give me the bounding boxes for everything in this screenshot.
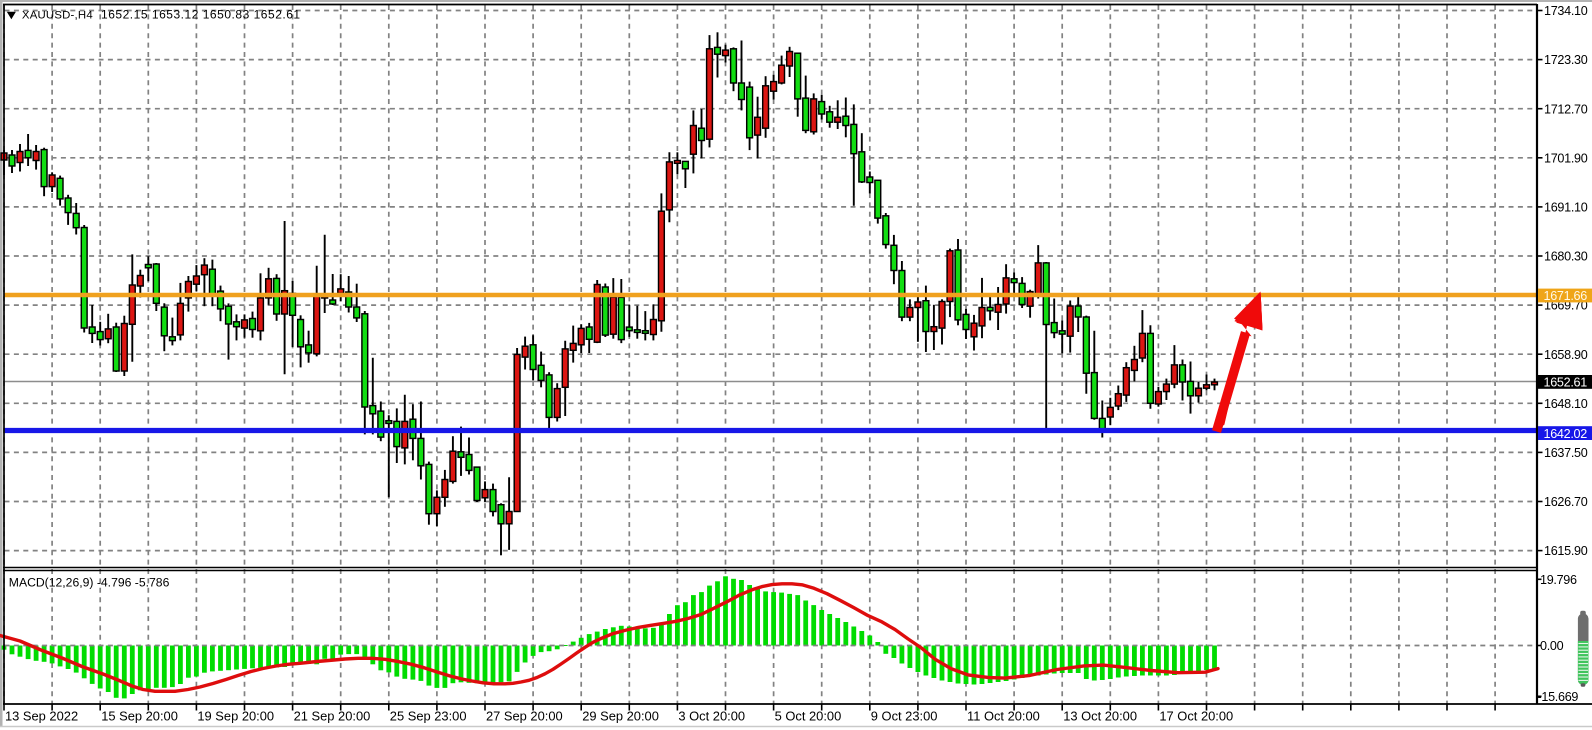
svg-text:-15.669: -15.669	[1538, 690, 1579, 704]
svg-text:25 Sep 23:00: 25 Sep 23:00	[390, 709, 467, 724]
svg-text:1637.50: 1637.50	[1544, 446, 1588, 460]
svg-text:19.796: 19.796	[1540, 573, 1577, 587]
svg-text:1680.30: 1680.30	[1544, 250, 1588, 264]
svg-text:MACD(12,26,9) -4.796 -5.786: MACD(12,26,9) -4.796 -5.786	[9, 576, 170, 590]
svg-text:1701.90: 1701.90	[1544, 151, 1588, 165]
svg-text:9 Oct 23:00: 9 Oct 23:00	[871, 709, 938, 724]
svg-text:1658.90: 1658.90	[1544, 348, 1588, 362]
svg-text:1648.10: 1648.10	[1544, 397, 1588, 411]
svg-text:29 Sep 20:00: 29 Sep 20:00	[582, 709, 659, 724]
svg-text:1642.02: 1642.02	[1544, 427, 1588, 441]
svg-text:1723.30: 1723.30	[1544, 53, 1588, 67]
svg-text:17 Oct 20:00: 17 Oct 20:00	[1159, 709, 1233, 724]
svg-text:11 Oct 20:00: 11 Oct 20:00	[967, 709, 1040, 724]
svg-text:1652.15 1653.12 1650.83 1652.6: 1652.15 1653.12 1650.83 1652.61	[101, 8, 301, 22]
svg-text:15 Sep 20:00: 15 Sep 20:00	[101, 709, 178, 724]
svg-text:1626.70: 1626.70	[1544, 495, 1588, 509]
svg-text:1712.70: 1712.70	[1544, 102, 1588, 116]
svg-text:1671.66: 1671.66	[1544, 289, 1588, 303]
svg-text:21 Sep 20:00: 21 Sep 20:00	[294, 709, 371, 724]
svg-text:3 Oct 20:00: 3 Oct 20:00	[678, 709, 745, 724]
svg-text:0.00: 0.00	[1540, 639, 1564, 653]
svg-text:5 Oct 20:00: 5 Oct 20:00	[775, 709, 842, 724]
svg-text:27 Sep 20:00: 27 Sep 20:00	[486, 709, 563, 724]
svg-text:1734.10: 1734.10	[1544, 4, 1588, 18]
svg-text:1652.61: 1652.61	[1544, 376, 1588, 390]
svg-text:XAUUSD-,H4: XAUUSD-,H4	[22, 10, 93, 22]
svg-text:1615.90: 1615.90	[1544, 544, 1588, 558]
svg-text:19 Sep 20:00: 19 Sep 20:00	[197, 709, 274, 724]
svg-text:13 Sep 2022: 13 Sep 2022	[5, 709, 78, 724]
svg-text:13 Oct 20:00: 13 Oct 20:00	[1063, 709, 1137, 724]
svg-text:1691.10: 1691.10	[1544, 201, 1588, 215]
